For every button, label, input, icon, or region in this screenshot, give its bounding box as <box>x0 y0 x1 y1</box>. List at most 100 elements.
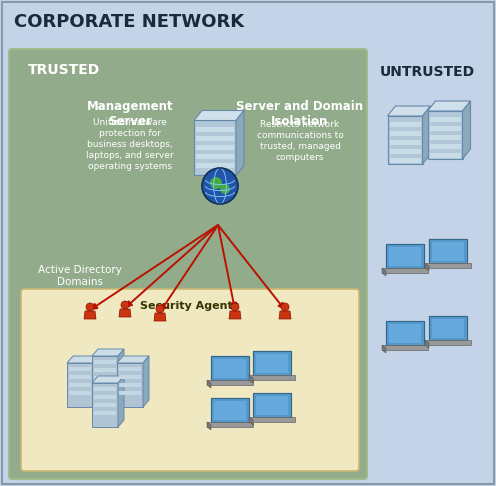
FancyBboxPatch shape <box>432 242 464 261</box>
Polygon shape <box>425 340 429 348</box>
Polygon shape <box>84 311 96 319</box>
Bar <box>430 126 460 131</box>
Bar <box>389 158 421 163</box>
Bar <box>196 154 234 158</box>
Bar <box>94 403 116 407</box>
Bar <box>119 391 141 395</box>
Polygon shape <box>249 375 253 383</box>
FancyBboxPatch shape <box>214 401 246 420</box>
FancyBboxPatch shape <box>92 383 118 427</box>
Polygon shape <box>386 321 424 345</box>
FancyBboxPatch shape <box>389 247 421 266</box>
FancyBboxPatch shape <box>211 398 249 422</box>
Text: Server and Domain
Isolation: Server and Domain Isolation <box>237 100 364 128</box>
FancyBboxPatch shape <box>389 324 421 343</box>
FancyBboxPatch shape <box>382 268 428 273</box>
Text: UNTRUSTED: UNTRUSTED <box>380 65 475 79</box>
FancyBboxPatch shape <box>386 244 424 268</box>
Circle shape <box>156 305 164 313</box>
Bar <box>119 375 141 379</box>
FancyBboxPatch shape <box>214 359 246 378</box>
Bar <box>430 117 460 122</box>
Text: Security Agents: Security Agents <box>140 301 240 311</box>
Polygon shape <box>93 356 99 407</box>
Bar <box>389 131 421 136</box>
Polygon shape <box>211 356 249 380</box>
FancyBboxPatch shape <box>253 351 291 375</box>
FancyBboxPatch shape <box>256 354 288 373</box>
Polygon shape <box>279 311 291 319</box>
Bar <box>196 144 234 150</box>
Polygon shape <box>429 316 467 340</box>
Text: Restricts network
communications to
trusted, managed
computers: Restricts network communications to trus… <box>256 120 343 162</box>
Polygon shape <box>117 356 149 363</box>
FancyBboxPatch shape <box>425 263 471 268</box>
Polygon shape <box>154 313 166 321</box>
Bar <box>69 367 91 371</box>
FancyBboxPatch shape <box>21 289 359 471</box>
FancyBboxPatch shape <box>67 363 93 407</box>
Bar <box>389 140 421 145</box>
FancyBboxPatch shape <box>387 116 423 164</box>
Polygon shape <box>67 356 99 363</box>
Text: CORPORATE NETWORK: CORPORATE NETWORK <box>14 13 244 31</box>
Bar <box>94 360 116 364</box>
Bar <box>430 153 460 158</box>
Bar <box>94 368 116 372</box>
Circle shape <box>202 168 238 204</box>
Bar <box>389 149 421 154</box>
Bar <box>94 395 116 399</box>
FancyBboxPatch shape <box>249 375 295 380</box>
Bar <box>430 135 460 140</box>
Polygon shape <box>119 309 131 317</box>
Text: Unified malware
protection for
business desktops,
laptops, and server
operating : Unified malware protection for business … <box>86 118 174 172</box>
Polygon shape <box>92 376 124 383</box>
Bar <box>389 122 421 127</box>
Text: Management
Server: Management Server <box>87 100 173 128</box>
Bar <box>69 383 91 387</box>
Bar <box>94 384 116 388</box>
Polygon shape <box>236 110 244 175</box>
Text: Active Directory
Domains: Active Directory Domains <box>38 265 122 287</box>
FancyBboxPatch shape <box>425 340 471 345</box>
Bar <box>94 411 116 415</box>
Polygon shape <box>211 398 249 422</box>
Polygon shape <box>253 351 291 375</box>
Polygon shape <box>194 110 244 121</box>
FancyBboxPatch shape <box>386 321 424 345</box>
FancyBboxPatch shape <box>429 316 467 340</box>
Polygon shape <box>118 349 124 400</box>
Polygon shape <box>92 349 124 356</box>
Bar <box>69 375 91 379</box>
FancyBboxPatch shape <box>9 49 367 479</box>
Polygon shape <box>118 376 124 427</box>
FancyBboxPatch shape <box>211 356 249 380</box>
Bar <box>196 162 234 168</box>
Polygon shape <box>425 263 429 271</box>
Polygon shape <box>387 106 431 116</box>
Circle shape <box>210 177 222 189</box>
Bar <box>119 367 141 371</box>
FancyBboxPatch shape <box>194 121 236 175</box>
Circle shape <box>121 301 129 309</box>
FancyBboxPatch shape <box>253 393 291 417</box>
Polygon shape <box>207 422 211 430</box>
FancyBboxPatch shape <box>207 422 253 427</box>
Bar <box>69 391 91 395</box>
Circle shape <box>231 303 239 311</box>
Bar <box>94 387 116 391</box>
Bar <box>119 383 141 387</box>
Polygon shape <box>382 268 386 276</box>
Polygon shape <box>382 345 386 353</box>
Circle shape <box>281 303 289 311</box>
Polygon shape <box>143 356 149 407</box>
FancyBboxPatch shape <box>432 319 464 338</box>
Bar <box>430 144 460 149</box>
Text: TRUSTED: TRUSTED <box>28 63 100 77</box>
Polygon shape <box>423 106 431 164</box>
FancyBboxPatch shape <box>429 239 467 263</box>
FancyBboxPatch shape <box>92 356 118 400</box>
Polygon shape <box>253 393 291 417</box>
Circle shape <box>220 184 230 194</box>
FancyBboxPatch shape <box>256 396 288 415</box>
